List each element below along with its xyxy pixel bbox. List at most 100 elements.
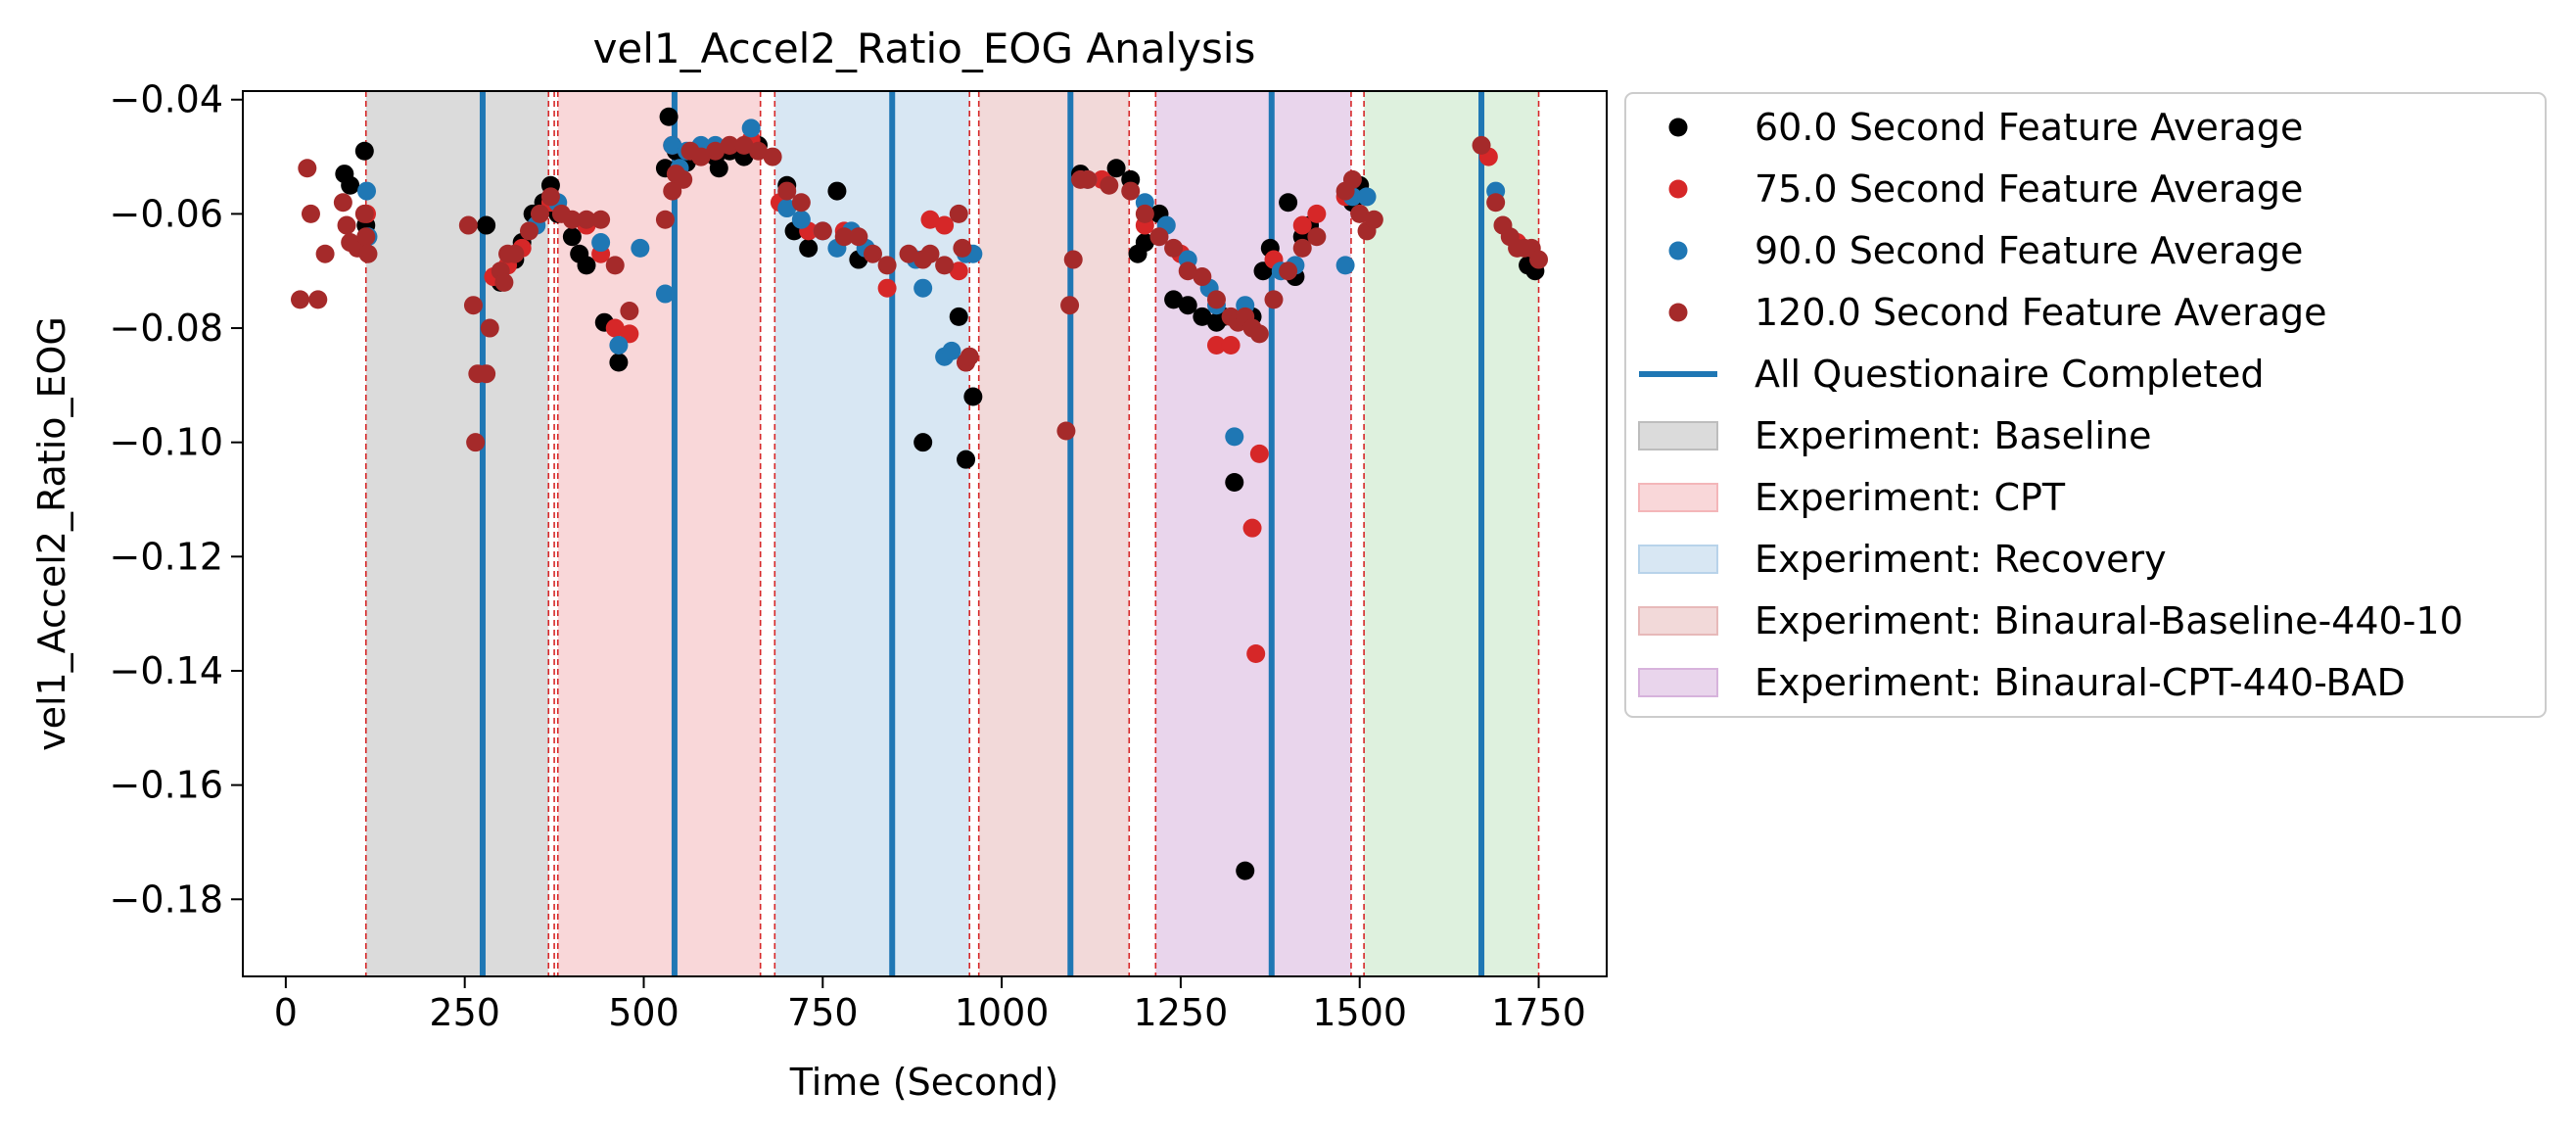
point-series-3-0 [290,290,309,309]
point-layer [290,107,1549,880]
point-series-0-14 [577,256,596,275]
point-series-3-23 [530,204,549,223]
y-tick-label-0: −0.18 [110,877,223,921]
point-series-0-18 [659,107,679,126]
point-series-3-44 [813,221,832,241]
point-series-3-65 [1149,227,1169,247]
point-series-3-3 [308,290,328,309]
x-axis-label: Time (Second) [789,1061,1059,1104]
point-series-3-42 [777,181,797,201]
point-series-3-75 [1264,290,1284,309]
point-series-3-77 [1292,238,1312,258]
point-series-2-32 [1225,427,1244,447]
point-series-3-91 [1529,250,1549,269]
legend-experiment-binaural-cpt-440-bad-marker [1638,668,1718,697]
point-series-3-49 [899,244,918,263]
point-series-3-19 [494,272,514,292]
point-series-3-64 [1135,204,1154,223]
legend: 60.0 Second Feature Average 75.0 Second F… [1624,92,2547,718]
point-series-2-13 [741,119,761,138]
point-series-0-51 [1279,193,1298,213]
point-series-3-27 [577,210,596,229]
point-series-0-42 [1178,296,1197,315]
point-series-3-28 [591,210,611,229]
point-series-3-5 [333,193,352,213]
point-series-3-68 [1193,267,1212,287]
point-series-3-63 [1121,181,1141,201]
point-series-3-53 [949,204,968,223]
point-series-3-31 [655,210,675,229]
legend-experiment-binaural-baseline-440-10-label: Experiment: Binaural-Baseline-440-10 [1755,599,2463,642]
point-series-3-66 [1164,238,1184,258]
point-series-3-2 [301,204,320,223]
point-series-0-46 [1225,473,1244,493]
point-series-3-58 [1060,296,1080,315]
point-series-0-32 [949,307,968,326]
point-series-2-4 [591,233,611,253]
point-series-3-30 [620,302,639,321]
point-series-3-69 [1206,290,1226,309]
point-series-0-34 [963,387,983,406]
point-series-3-29 [605,256,625,275]
legend-60-0-second-feature-average-marker [1668,118,1688,137]
point-series-0-1 [341,175,360,195]
legend-120-0-second-feature-average-marker [1668,303,1688,322]
point-series-3-9 [354,204,374,223]
legend-120-0-second-feature-average-label: 120.0 Second Feature Average [1755,291,2327,334]
point-series-3-12 [458,215,478,235]
point-series-1-17 [920,210,940,229]
point-series-1-28 [1249,444,1269,463]
region-experiment-cpt [557,91,761,976]
y-axis-label: vel1_Accel2_Ratio_EOG [30,316,73,751]
point-series-3-67 [1178,261,1197,281]
point-series-1-19 [949,261,968,281]
point-series-3-57 [1056,421,1076,441]
point-series-2-36 [1335,256,1355,275]
y-tick-layer: −0.18 −0.16 −0.14 −0.12 −0.10 −0.08 −0.06 −0.04 [110,78,243,921]
point-series-3-14 [466,433,486,452]
region-unlabeled-5 [1364,91,1539,976]
x-tick-label-1: 250 [429,991,500,1034]
point-series-0-47 [1236,861,1255,880]
point-series-1-7 [605,318,625,338]
x-tick-layer: 0 250 500 750 1000 1250 1500 1750 [274,976,1586,1034]
point-series-2-38 [1357,187,1377,207]
point-series-0-41 [1164,290,1184,309]
x-tick-label-4: 1000 [955,991,1050,1034]
y-tick-label-4: −0.10 [110,421,223,464]
point-series-0-39 [1135,233,1154,253]
point-series-0-16 [609,353,629,372]
plot-frame [242,90,1608,977]
y-tick-label-1: −0.16 [110,764,223,807]
region-experiment-binaural-baseline-440-10 [978,91,1130,976]
legend-75-0-second-feature-average-label: 75.0 Second Feature Average [1755,167,2303,211]
x-tick-label-5: 1250 [1134,991,1229,1034]
y-tick-label-2: −0.14 [110,649,223,692]
completion-line-layer [479,91,1485,976]
point-series-3-62 [1100,175,1119,195]
point-series-2-8 [663,135,682,155]
point-series-1-27 [1246,643,1266,663]
legend-experiment-baseline-label: Experiment: Baseline [1755,414,2152,457]
point-series-2-0 [357,181,377,201]
point-series-3-1 [298,159,317,178]
legend-box [1624,92,2547,718]
point-series-3-54 [953,238,972,258]
point-series-3-46 [849,227,868,247]
point-series-1-16 [877,278,897,298]
point-series-3-41 [763,147,782,166]
x-tick-label-0: 0 [274,991,298,1034]
point-series-0-22 [709,159,728,178]
chart-title: vel1_Accel2_Ratio_EOG Analysis [593,24,1256,72]
legend-experiment-recovery-label: Experiment: Recovery [1755,538,2167,581]
point-series-3-56 [960,347,979,366]
point-series-3-51 [920,244,940,263]
x-tick-label-7: 1750 [1491,991,1586,1034]
legend-90-0-second-feature-average-marker [1668,241,1688,261]
point-series-3-85 [1486,193,1506,213]
y-tick-label-3: −0.12 [110,535,223,578]
point-series-0-12 [562,227,582,247]
point-series-3-24 [540,187,560,207]
